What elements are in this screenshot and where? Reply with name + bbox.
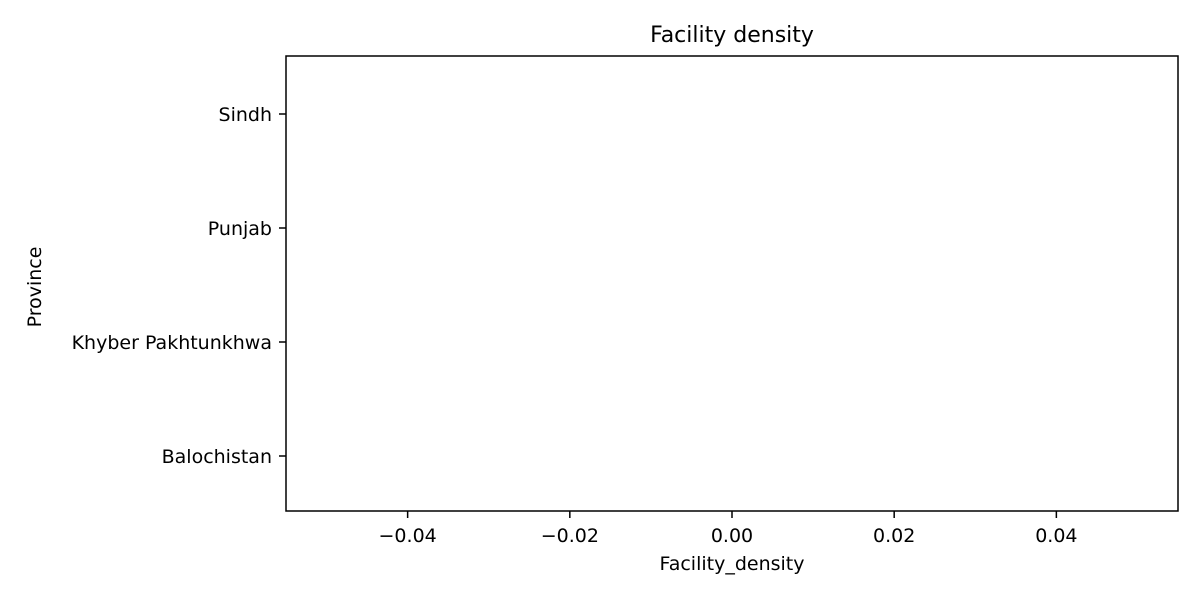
x-tick-marks [406,511,1058,518]
x-tick-label: 0.04 [1035,525,1077,547]
x-tick-label: 0.00 [711,525,753,547]
x-tick-label: −0.02 [541,525,599,547]
x-tick-label: −0.04 [379,525,437,547]
y-tick-label: Punjab [208,218,272,240]
chart-title: Facility density [650,23,814,48]
y-tick-labels: Sindh Punjab Khyber Pakhtunkhwa Balochistan [72,104,272,468]
x-axis-label: Facility_density [660,553,805,575]
y-axis-label: Province [24,247,46,328]
y-tick-label: Khyber Pakhtunkhwa [72,332,272,354]
y-tick-label: Balochistan [162,446,272,468]
x-tick-labels: −0.04 −0.02 0.00 0.02 0.04 [379,525,1078,547]
x-tick-label: 0.02 [873,525,915,547]
y-tick-label: Sindh [219,104,272,126]
y-tick-marks [279,113,286,457]
